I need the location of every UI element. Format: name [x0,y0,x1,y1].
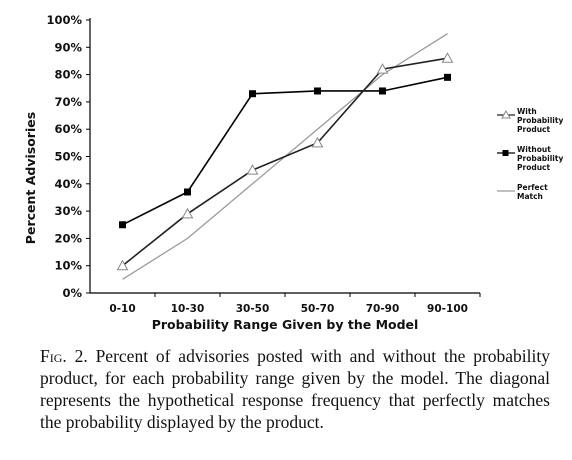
caption: Fig. 2. Percent of advisories posted wit… [40,345,550,433]
triangle-marker [311,136,324,148]
y-tick-label: 40% [54,177,82,191]
legend-marker [501,109,511,119]
triangle-marker [376,63,389,74]
x-tick-label: 0-10 [109,303,135,315]
series-line [122,76,448,226]
triangle-marker [246,164,259,175]
x-tick-label: 30-50 [236,303,270,315]
square-marker [184,188,191,196]
y-tick-label: 80% [54,68,82,82]
x-axis-label: Probability Range Given by the Model [152,317,419,332]
y-tick-label: 70% [54,95,82,109]
square-marker [379,87,386,95]
square-marker [119,221,126,229]
square-marker [314,87,321,95]
y-tick-label: 60% [54,122,82,136]
y-axis-label: Percent Advisories [23,112,38,244]
y-tick-label: 90% [54,40,82,54]
legend-label: With Probability Product [517,107,563,134]
triangle-marker [181,207,194,219]
y-tick-label: 10% [54,259,82,273]
square-marker [249,90,256,98]
y-tick-label: 20% [54,231,82,245]
y-tick-label: 30% [54,204,82,218]
x-tick-label: 70-90 [366,303,400,315]
chart: Percent Advisories Probability Range Giv… [23,13,563,332]
x-tick-label: 10-30 [171,303,205,315]
legend-marker [502,150,509,156]
square-marker [444,73,451,81]
legend-label: Perfect Match [517,183,548,201]
legend-label: Without Probability Product [517,145,563,172]
x-tick-label: 90-100 [427,303,468,315]
y-tick-label: 0% [62,286,82,300]
caption-label: Fig. 2. [40,346,88,366]
caption-text: Percent of advisories posted with and wi… [40,346,550,432]
series-line [122,57,448,267]
triangle-marker [441,52,454,63]
x-tick-label: 50-70 [301,303,335,315]
triangle-marker [116,259,129,271]
y-tick-label: 100% [46,13,82,27]
y-tick-label: 50% [54,150,82,164]
